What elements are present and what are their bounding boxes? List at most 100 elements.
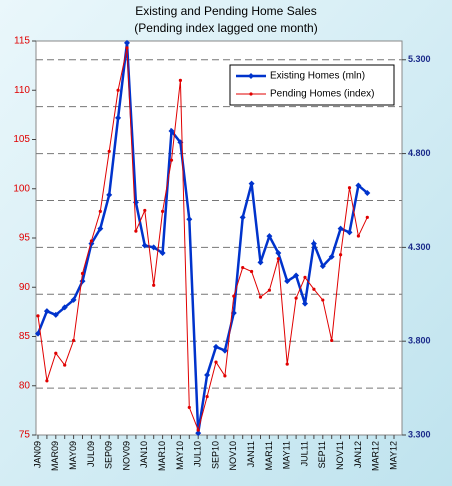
- marker: [61, 304, 68, 311]
- marker: [54, 351, 58, 355]
- marker: [294, 296, 298, 300]
- marker: [89, 239, 93, 243]
- x-tick-label: SEP09: [104, 441, 114, 469]
- marker: [52, 311, 59, 318]
- marker: [355, 182, 362, 189]
- x-tick-label: MAY10: [175, 441, 185, 470]
- marker: [328, 253, 335, 260]
- marker: [169, 158, 174, 162]
- marker: [276, 257, 280, 261]
- marker: [36, 314, 40, 318]
- x-tick-label: JUL09: [86, 441, 96, 467]
- x-tick-label: MAR12: [371, 441, 381, 471]
- marker: [161, 209, 165, 214]
- marker: [266, 233, 273, 240]
- y2-tick-label: 5.300: [408, 54, 431, 64]
- marker: [178, 78, 182, 82]
- marker: [115, 114, 122, 121]
- y-tick-label: 90: [19, 282, 31, 293]
- marker: [63, 363, 67, 367]
- marker: [204, 371, 211, 378]
- marker: [356, 234, 360, 238]
- x-tick-label: MAY09: [68, 441, 78, 470]
- marker: [134, 229, 138, 233]
- marker: [221, 347, 228, 354]
- y-tick-label: 100: [13, 183, 30, 194]
- x-tick-label: MAR09: [50, 441, 60, 471]
- marker: [346, 229, 353, 236]
- marker: [267, 288, 271, 292]
- marker: [319, 263, 326, 270]
- marker: [152, 283, 156, 287]
- legend-box: [229, 64, 395, 106]
- x-tick-label: NOV10: [228, 441, 238, 471]
- marker: [196, 428, 200, 432]
- marker: [213, 343, 219, 350]
- marker: [248, 180, 255, 187]
- y-tick-label: 75: [19, 430, 31, 441]
- marker: [116, 88, 120, 92]
- marker: [205, 394, 209, 399]
- marker: [43, 308, 50, 315]
- marker: [214, 360, 218, 364]
- marker: [223, 374, 227, 378]
- marker: [302, 300, 308, 307]
- x-tick-label: MAY12: [388, 441, 398, 470]
- marker: [124, 39, 130, 46]
- x-tick-label: MAR10: [157, 441, 167, 471]
- x-tick-label: JAN09: [32, 441, 42, 468]
- chart-subtitle: (Pending index lagged one month): [134, 21, 317, 35]
- marker: [70, 296, 77, 303]
- marker: [347, 186, 352, 190]
- y-tick-label: 115: [14, 36, 30, 47]
- marker: [285, 362, 289, 366]
- marker: [187, 405, 191, 410]
- marker: [250, 269, 254, 274]
- marker: [241, 265, 245, 270]
- marker: [143, 208, 147, 213]
- legend-label: Pending Homes (index): [270, 89, 375, 100]
- y-tick-label: 80: [19, 380, 31, 391]
- x-tick-label: JAN10: [139, 441, 149, 468]
- y-tick-label: 105: [13, 134, 30, 145]
- marker: [106, 191, 113, 198]
- marker: [303, 275, 307, 279]
- marker: [232, 294, 236, 298]
- x-tick-label: JUL10: [193, 441, 203, 467]
- x-tick-label: SEP11: [317, 441, 327, 468]
- marker: [339, 253, 343, 257]
- y-tick-label: 110: [14, 85, 30, 96]
- x-tick-label: JAN12: [353, 441, 363, 468]
- y2-tick-label: 4.300: [408, 242, 431, 252]
- marker: [72, 338, 76, 343]
- chart-title: Existing and Pending Home Sales: [135, 4, 316, 18]
- marker: [35, 330, 41, 337]
- marker: [330, 338, 334, 343]
- marker: [150, 244, 157, 251]
- marker: [321, 298, 325, 302]
- series-line: [37, 47, 368, 432]
- y-tick-label: 95: [19, 233, 31, 244]
- marker: [195, 430, 202, 437]
- x-tick-label: NOV09: [121, 441, 131, 471]
- marker: [364, 189, 371, 196]
- marker: [312, 287, 316, 291]
- marker: [293, 272, 300, 279]
- marker: [45, 379, 49, 383]
- marker: [141, 242, 148, 249]
- marker: [310, 240, 317, 247]
- x-tick-label: MAR11: [264, 441, 274, 470]
- marker: [98, 209, 102, 214]
- marker: [97, 225, 104, 232]
- y-tick-label: 85: [19, 331, 31, 342]
- marker: [239, 214, 246, 221]
- x-tick-label: NOV11: [335, 441, 345, 470]
- marker: [80, 271, 85, 276]
- y2-tick-label: 4.800: [408, 148, 431, 158]
- x-tick-label: JUL11: [299, 441, 309, 466]
- marker: [168, 128, 175, 135]
- x-tick-label: JAN11: [246, 441, 256, 467]
- marker: [257, 259, 264, 266]
- marker: [365, 215, 369, 219]
